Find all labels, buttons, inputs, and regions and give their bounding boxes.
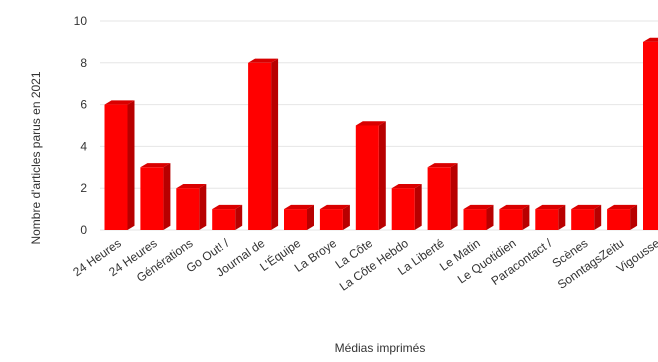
bar-front: [248, 63, 271, 230]
bars: [105, 38, 658, 230]
bar-side: [199, 184, 206, 230]
bar-side: [235, 205, 242, 230]
bar: [392, 184, 422, 230]
bar: [607, 205, 637, 230]
bar-front: [284, 209, 307, 230]
bar: [284, 205, 314, 230]
bar-side: [163, 163, 170, 230]
bar-front: [105, 105, 128, 230]
bar-side: [343, 205, 350, 230]
bar: [356, 121, 386, 230]
bar-front: [356, 126, 379, 231]
bar: [212, 205, 242, 230]
x-axis-label: Médias imprimés: [335, 341, 426, 355]
bar-side: [451, 163, 458, 230]
y-tick-label: 0: [80, 223, 87, 237]
bar-side: [379, 121, 386, 230]
bar: [248, 59, 278, 230]
bar: [320, 205, 350, 230]
bar-side: [630, 205, 637, 230]
bar: [643, 38, 658, 230]
y-tick-label: 10: [74, 14, 88, 28]
bar: [535, 205, 565, 230]
y-axis-label: Nombre d'articles parus en 2021: [29, 71, 43, 244]
bar-front: [464, 209, 487, 230]
bar-side: [594, 205, 601, 230]
y-tick-label: 4: [80, 139, 87, 153]
bar: [176, 184, 206, 230]
bar-top: [643, 38, 658, 42]
bar-front: [176, 188, 199, 230]
bar-front: [320, 209, 343, 230]
bar: [105, 100, 135, 230]
bar: [464, 205, 494, 230]
y-tick-label: 2: [80, 181, 87, 195]
bar-front: [571, 209, 594, 230]
y-tick-label: 8: [80, 56, 87, 70]
y-axis-ticks: 0 2 4 6 8 10: [74, 14, 88, 237]
bar-front: [607, 209, 630, 230]
bar-front: [428, 167, 451, 230]
bar-front: [499, 209, 522, 230]
bar-side: [522, 205, 529, 230]
bar: [140, 163, 170, 230]
bar-front: [212, 209, 235, 230]
y-tick-label: 6: [80, 98, 87, 112]
bar-side: [128, 100, 135, 230]
bar: [499, 205, 529, 230]
bar: [571, 205, 601, 230]
bar-side: [271, 59, 278, 230]
bar-front: [535, 209, 558, 230]
bar: [428, 163, 458, 230]
bar-side: [415, 184, 422, 230]
bar-side: [307, 205, 314, 230]
bar-front: [392, 188, 415, 230]
bar-side: [558, 205, 565, 230]
bar-front: [643, 42, 658, 230]
bar-front: [140, 167, 163, 230]
bar-side: [487, 205, 494, 230]
